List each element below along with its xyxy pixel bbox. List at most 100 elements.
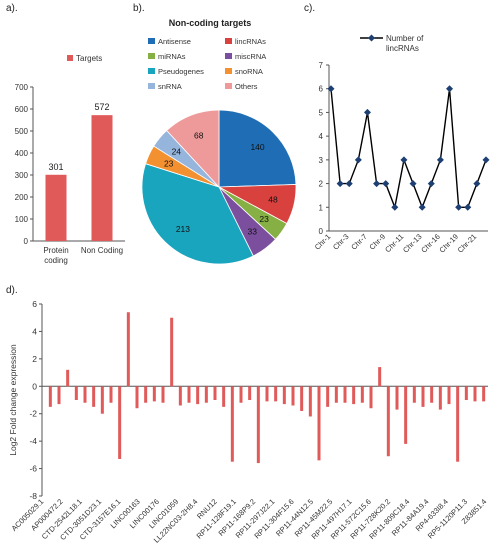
data-label: 301	[48, 162, 63, 172]
data-point	[354, 156, 362, 164]
bar	[334, 386, 338, 403]
y-tick-label: 300	[15, 171, 29, 180]
bar	[204, 386, 208, 403]
y-tick-label: -4	[29, 436, 37, 446]
bar	[282, 386, 286, 405]
bar	[222, 386, 226, 407]
legend-label: snoRNA	[235, 67, 263, 76]
data-point	[391, 203, 399, 211]
legend-label: Antisense	[158, 37, 191, 46]
bar	[438, 386, 442, 410]
chart-title: Non-coding targets	[169, 18, 252, 28]
bar	[45, 174, 67, 241]
bar	[256, 386, 260, 464]
data-point	[418, 203, 426, 211]
bar	[343, 386, 347, 403]
y-tick-label: 3	[319, 156, 324, 165]
data-point	[363, 108, 371, 116]
bar	[66, 369, 70, 387]
legend-swatch	[148, 68, 155, 74]
data-point	[373, 180, 381, 188]
panel-label-c: c).	[304, 3, 316, 14]
x-tick-label: Non Coding	[81, 246, 123, 255]
data-point	[336, 180, 344, 188]
legend-swatch	[225, 53, 232, 59]
bar	[412, 386, 416, 403]
legend-marker	[368, 34, 375, 42]
bar	[473, 386, 477, 402]
legend-label: Pseudogenes	[158, 67, 204, 76]
data-point	[473, 180, 481, 188]
bar	[48, 386, 52, 407]
bar	[196, 386, 200, 405]
bar	[300, 386, 304, 411]
bar	[482, 386, 486, 402]
bar	[395, 386, 399, 410]
y-tick-label: 5	[319, 108, 324, 117]
legend-label: Number of	[386, 34, 424, 43]
data-point	[455, 203, 463, 211]
bar	[430, 386, 434, 403]
data-point	[436, 156, 444, 164]
bar	[447, 386, 451, 405]
bar	[369, 386, 373, 409]
legend-label: Targets	[76, 54, 102, 63]
legend-swatch	[148, 53, 155, 59]
data-point	[327, 85, 335, 93]
bar	[308, 386, 312, 417]
slice-label: 23	[164, 159, 174, 169]
slice-label: 24	[172, 147, 182, 157]
data-point	[382, 180, 390, 188]
data-point	[446, 85, 454, 93]
data-point	[482, 156, 490, 164]
bar	[109, 386, 113, 403]
bar	[118, 386, 122, 459]
slice-label: 213	[176, 224, 190, 234]
legend-swatch	[148, 38, 155, 44]
pie-slice	[141, 163, 254, 265]
bar	[100, 386, 104, 414]
y-tick-label: 100	[15, 215, 29, 224]
y-tick-label: 0	[319, 227, 324, 236]
bar	[126, 312, 130, 387]
bar	[386, 386, 390, 457]
bar	[378, 367, 382, 387]
bar	[74, 386, 78, 400]
data-point	[345, 180, 353, 188]
bar	[187, 386, 191, 403]
data-point	[400, 156, 408, 164]
y-tick-label: 0	[32, 381, 37, 391]
bar	[83, 386, 87, 403]
legend-swatch	[67, 55, 73, 61]
y-tick-label: 500	[15, 127, 29, 136]
bar	[274, 386, 278, 402]
pie-slice	[218, 109, 297, 188]
y-tick-label: 700	[15, 83, 29, 92]
bar	[144, 386, 148, 403]
x-tick-label: coding	[44, 256, 68, 265]
y-tick-label: 6	[319, 85, 324, 94]
bar	[178, 386, 182, 406]
bar	[230, 386, 234, 462]
data-point	[464, 203, 472, 211]
slice-label: 23	[259, 214, 269, 224]
slice-label: 33	[247, 226, 257, 236]
bar	[152, 386, 156, 402]
y-tick-label: -2	[29, 409, 37, 419]
slice-label: 48	[268, 195, 278, 205]
y-tick-label: 0	[24, 237, 29, 246]
legend-label: miscRNA	[235, 52, 266, 61]
legend-label: Others	[235, 82, 258, 91]
bar	[248, 386, 252, 400]
bar	[352, 386, 356, 405]
pie-slice	[166, 109, 220, 189]
bar	[456, 386, 460, 462]
bar	[213, 386, 217, 400]
data-label: 572	[94, 102, 109, 112]
y-tick-label: 1	[319, 203, 324, 212]
y-tick-label: -8	[29, 491, 37, 501]
bar	[360, 386, 364, 403]
bar	[326, 386, 330, 407]
